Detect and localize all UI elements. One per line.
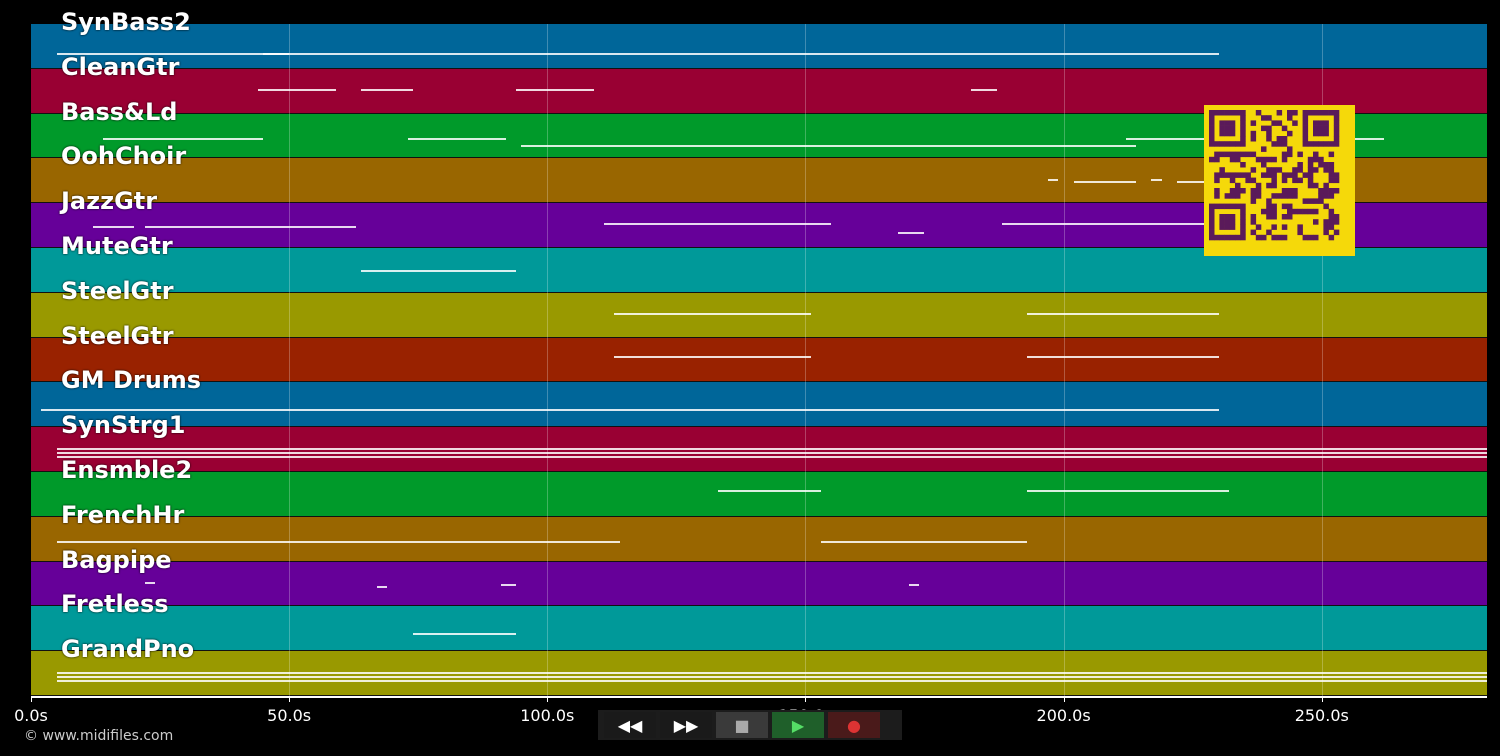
track-lane: GrandPno: [31, 635, 1487, 696]
time-tick-label: 0.0s: [14, 706, 48, 725]
time-axis: [31, 696, 1487, 698]
note-segment: [500, 583, 517, 586]
track-name-label: Bagpipe: [61, 545, 172, 574]
track-name-label: MuteGtr: [61, 232, 173, 260]
qr-code-icon: [1204, 105, 1355, 256]
copyright-text: © www.midifiles.com: [24, 728, 174, 744]
track-lane: GM Drums: [31, 366, 1487, 428]
note-segment: [56, 53, 290, 56]
track-name-label: SteelGtr: [61, 276, 174, 305]
note-segment: [1073, 180, 1136, 183]
track-name-label: SynStrg1: [61, 411, 186, 440]
note-segment: [908, 583, 920, 586]
time-tick-label: 250.0s: [1294, 706, 1349, 725]
note-segment: [516, 88, 594, 91]
time-tick: [547, 696, 549, 702]
time-tick: [805, 696, 807, 702]
note-segment: [898, 232, 925, 235]
note-segment: [521, 144, 935, 147]
track-lane: SynBass2: [31, 8, 1487, 69]
note-segment: [376, 586, 388, 589]
play-button[interactable]: ▶: [772, 712, 824, 738]
track-name-label: CleanGtr: [61, 52, 180, 81]
note-segment: [144, 225, 357, 228]
note-segment: [56, 447, 1487, 450]
note-segment: [56, 541, 620, 544]
track-name-label: Ensmble2: [61, 456, 193, 484]
transport-controls: ◀◀ ▶▶ ■ ▶ ●: [598, 710, 902, 740]
note-segment: [258, 88, 336, 91]
note-segment: [144, 581, 155, 584]
note-segment: [56, 675, 1487, 678]
track-name-label: SynBass2: [61, 8, 191, 36]
note-segment: [934, 144, 1136, 147]
note-segment: [56, 679, 1487, 682]
note-segment: [717, 489, 821, 492]
track-lane: MuteGtr: [31, 232, 1487, 293]
rewind-button[interactable]: ◀◀: [604, 712, 656, 738]
stop-button[interactable]: ■: [716, 712, 768, 738]
record-button[interactable]: ●: [828, 712, 880, 738]
note-segment: [1027, 489, 1229, 492]
note-segment: [413, 633, 517, 636]
note-segment: [820, 541, 1028, 544]
track-name-label: OohChoir: [61, 142, 187, 171]
note-segment: [1027, 355, 1219, 358]
track-name-label: Fretless: [61, 590, 169, 619]
track-name-label: SteelGtr: [61, 321, 174, 350]
note-segment: [614, 355, 811, 358]
note-segment: [92, 225, 135, 228]
note-segment: [263, 53, 1219, 56]
track-lane: SteelGtr: [31, 277, 1487, 338]
track-lane: FrenchHr: [31, 501, 1487, 562]
time-tick-label: 50.0s: [267, 706, 312, 725]
note-segment: [56, 455, 1487, 458]
track-name-label: GrandPno: [61, 635, 195, 664]
track-lane: Fretless: [31, 590, 1487, 652]
note-segment: [604, 223, 832, 226]
track-lane: SteelGtr: [31, 322, 1487, 383]
note-segment: [1048, 178, 1059, 181]
note-segment: [361, 88, 414, 91]
time-tick: [289, 696, 291, 702]
time-tick: [1063, 696, 1065, 702]
track-lane: SynStrg1: [31, 411, 1487, 472]
track-name-label: FrenchHr: [61, 500, 185, 529]
note-segment: [1151, 178, 1162, 181]
track-name-label: Bass&Ld: [61, 97, 178, 126]
note-segment: [614, 312, 811, 315]
time-gridline: [1321, 24, 1323, 696]
time-gridline: [289, 24, 291, 696]
qr-code-pattern: [1209, 110, 1340, 241]
time-gridline: [1063, 24, 1065, 696]
note-segment: [56, 451, 1487, 454]
note-segment: [407, 138, 506, 141]
time-tick-label: 200.0s: [1036, 706, 1091, 725]
track-lane: Bagpipe: [31, 546, 1487, 607]
time-tick: [31, 696, 32, 702]
track-lane: Ensmble2: [31, 456, 1487, 517]
time-gridline: [547, 24, 549, 696]
time-gridline: [805, 24, 807, 696]
time-tick: [1321, 696, 1323, 702]
track-name-label: JazzGtr: [61, 187, 158, 216]
note-segment: [361, 270, 517, 273]
fast-forward-button[interactable]: ▶▶: [660, 712, 712, 738]
note-segment: [970, 88, 997, 91]
note-segment: [1001, 223, 1219, 226]
time-tick-label: 100.0s: [520, 706, 575, 725]
note-segment: [41, 409, 1219, 412]
track-name-label: GM Drums: [61, 366, 202, 395]
note-segment: [1027, 312, 1219, 315]
note-segment: [56, 671, 1487, 674]
note-segment: [103, 138, 264, 141]
